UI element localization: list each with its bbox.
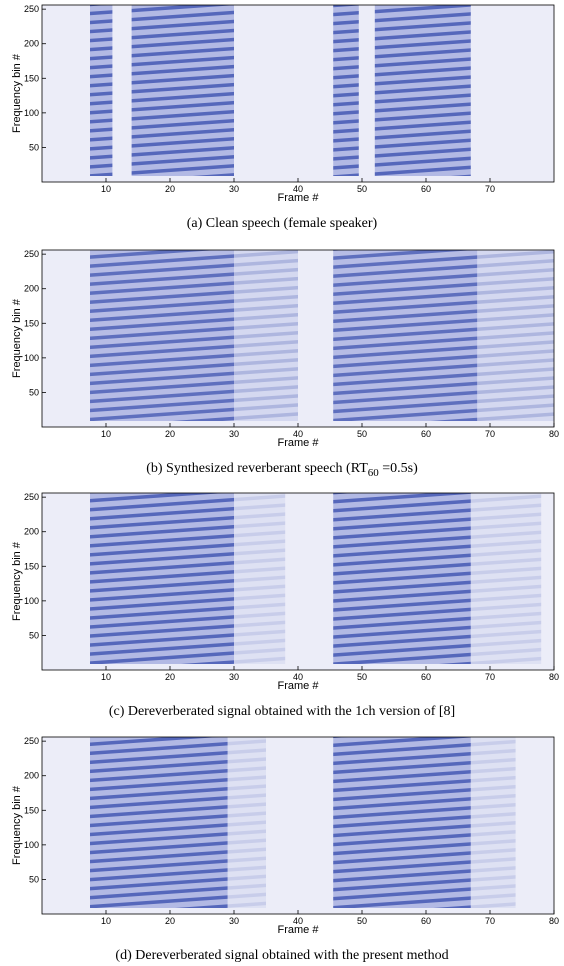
- y-tick-label: 150: [24, 561, 39, 571]
- voiced-segment: [470, 737, 516, 908]
- x-axis-label: Frame #: [278, 437, 320, 449]
- x-tick-label: 30: [229, 184, 239, 194]
- caption: (a) Clean speech (female speaker): [187, 216, 378, 231]
- voiced-segment: [90, 493, 234, 664]
- x-tick-label: 40: [293, 672, 303, 682]
- x-tick-label: 10: [101, 916, 111, 926]
- voiced-segment: [90, 5, 113, 176]
- caption-text: (c) Dereverberated signal obtained with …: [109, 704, 455, 719]
- x-axis-label: Frame #: [278, 192, 320, 204]
- y-tick-label: 200: [24, 284, 39, 294]
- y-tick-label: 200: [24, 39, 39, 49]
- x-axis-label: Frame #: [278, 680, 320, 692]
- voiced-segment: [90, 737, 228, 908]
- caption: (d) Dereverberated signal obtained with …: [115, 948, 448, 963]
- x-tick-label: 10: [101, 184, 111, 194]
- x-axis-label: Frame #: [278, 924, 320, 936]
- x-tick-label: 60: [421, 429, 431, 439]
- y-tick-label: 100: [24, 596, 39, 606]
- voiced-segment: [234, 250, 298, 421]
- y-tick-label: 50: [29, 142, 39, 152]
- x-tick-label: 10: [101, 672, 111, 682]
- voiced-segment: [374, 5, 471, 176]
- y-tick-label: 250: [24, 492, 39, 502]
- y-tick-label: 150: [24, 73, 39, 83]
- x-tick-label: 70: [485, 429, 495, 439]
- caption-text: (a) Clean speech (female speaker): [187, 216, 378, 231]
- x-tick-label: 20: [165, 672, 175, 682]
- voiced-segment: [333, 737, 471, 908]
- voiced-segment: [470, 493, 542, 664]
- y-tick-label: 50: [29, 387, 39, 397]
- voiced-segment: [227, 737, 266, 908]
- x-tick-label: 70: [485, 184, 495, 194]
- y-tick-label: 250: [24, 249, 39, 259]
- voiced-segment: [333, 5, 359, 176]
- voiced-segment: [234, 493, 286, 664]
- y-tick-label: 50: [29, 630, 39, 640]
- caption-subscript: 60: [368, 467, 380, 479]
- x-tick-label: 10: [101, 429, 111, 439]
- x-tick-label: 70: [485, 916, 495, 926]
- x-tick-label: 60: [421, 184, 431, 194]
- x-tick-label: 50: [357, 672, 367, 682]
- y-axis-label: Frequency bin #: [11, 53, 23, 133]
- y-tick-label: 150: [24, 805, 39, 815]
- x-tick-label: 40: [293, 916, 303, 926]
- x-tick-label: 30: [229, 916, 239, 926]
- voiced-segment: [477, 250, 554, 421]
- y-tick-label: 250: [24, 4, 39, 14]
- x-tick-label: 50: [357, 916, 367, 926]
- y-tick-label: 250: [24, 736, 39, 746]
- caption: (b) Synthesized reverberant speech (RT60…: [146, 461, 418, 479]
- x-tick-label: 60: [421, 672, 431, 682]
- x-tick-label: 80: [549, 672, 559, 682]
- x-tick-label: 60: [421, 916, 431, 926]
- x-tick-label: 40: [293, 184, 303, 194]
- x-tick-label: 50: [357, 429, 367, 439]
- caption-text: (d) Dereverberated signal obtained with …: [115, 948, 448, 963]
- y-axis-label: Frequency bin #: [11, 541, 23, 621]
- x-tick-label: 40: [293, 429, 303, 439]
- y-axis-label: Frequency bin #: [11, 298, 23, 378]
- x-tick-label: 30: [229, 672, 239, 682]
- voiced-segment: [90, 250, 234, 421]
- y-tick-label: 150: [24, 318, 39, 328]
- y-tick-label: 100: [24, 353, 39, 363]
- x-tick-label: 80: [549, 916, 559, 926]
- x-tick-label: 30: [229, 429, 239, 439]
- x-tick-label: 20: [165, 429, 175, 439]
- y-tick-label: 50: [29, 874, 39, 884]
- voiced-segment: [333, 250, 478, 421]
- voiced-segment: [131, 5, 234, 176]
- caption-tail: =0.5s): [379, 461, 418, 476]
- y-axis-label: Frequency bin #: [11, 785, 23, 865]
- caption-text: (b) Synthesized reverberant speech (RT: [146, 461, 368, 476]
- x-tick-label: 50: [357, 184, 367, 194]
- y-tick-label: 200: [24, 527, 39, 537]
- plot-background: [42, 5, 554, 182]
- x-tick-label: 20: [165, 184, 175, 194]
- y-tick-label: 200: [24, 771, 39, 781]
- y-tick-label: 100: [24, 108, 39, 118]
- x-tick-label: 80: [549, 429, 559, 439]
- x-tick-label: 20: [165, 916, 175, 926]
- caption: (c) Dereverberated signal obtained with …: [109, 704, 455, 719]
- y-tick-label: 100: [24, 840, 39, 850]
- x-tick-label: 70: [485, 672, 495, 682]
- voiced-segment: [333, 493, 471, 664]
